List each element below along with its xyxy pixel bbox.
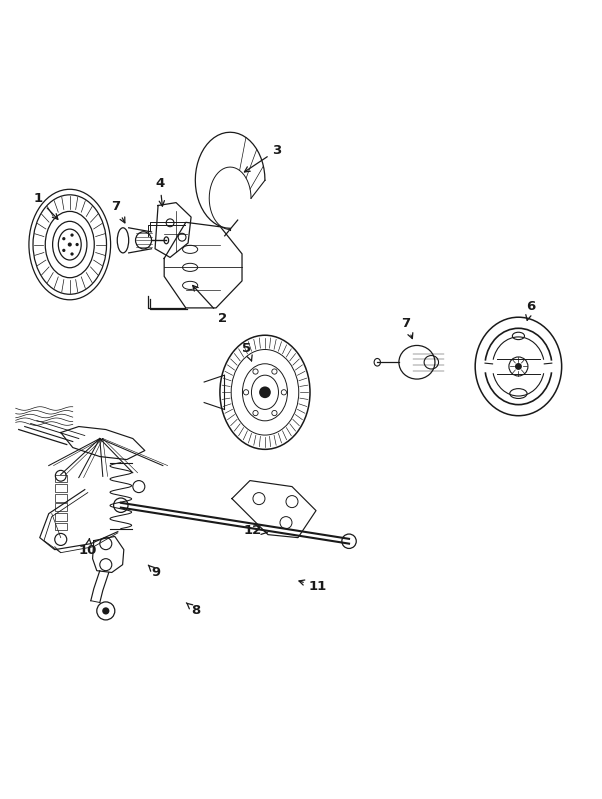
Bar — [55, 503, 67, 511]
Bar — [55, 494, 67, 502]
Text: 10: 10 — [79, 539, 97, 558]
Text: 12: 12 — [244, 524, 268, 537]
Text: 4: 4 — [155, 177, 164, 206]
Text: 3: 3 — [244, 144, 282, 172]
Circle shape — [70, 233, 73, 237]
Text: 7: 7 — [402, 316, 413, 339]
Text: 1: 1 — [33, 192, 58, 219]
Circle shape — [62, 237, 66, 240]
Text: 11: 11 — [299, 580, 327, 594]
Circle shape — [259, 387, 271, 398]
Text: 2: 2 — [193, 285, 228, 325]
Circle shape — [70, 252, 73, 256]
Circle shape — [102, 607, 110, 614]
Bar — [55, 523, 67, 531]
Bar — [55, 475, 67, 483]
Text: 9: 9 — [148, 565, 160, 579]
Bar — [55, 484, 67, 492]
Text: 8: 8 — [187, 602, 200, 618]
Circle shape — [62, 248, 66, 252]
Text: 7: 7 — [111, 200, 125, 223]
Circle shape — [515, 363, 522, 370]
Circle shape — [67, 243, 72, 247]
Circle shape — [75, 243, 79, 246]
Text: 6: 6 — [526, 300, 535, 320]
Bar — [55, 513, 67, 521]
Text: 5: 5 — [243, 342, 252, 361]
